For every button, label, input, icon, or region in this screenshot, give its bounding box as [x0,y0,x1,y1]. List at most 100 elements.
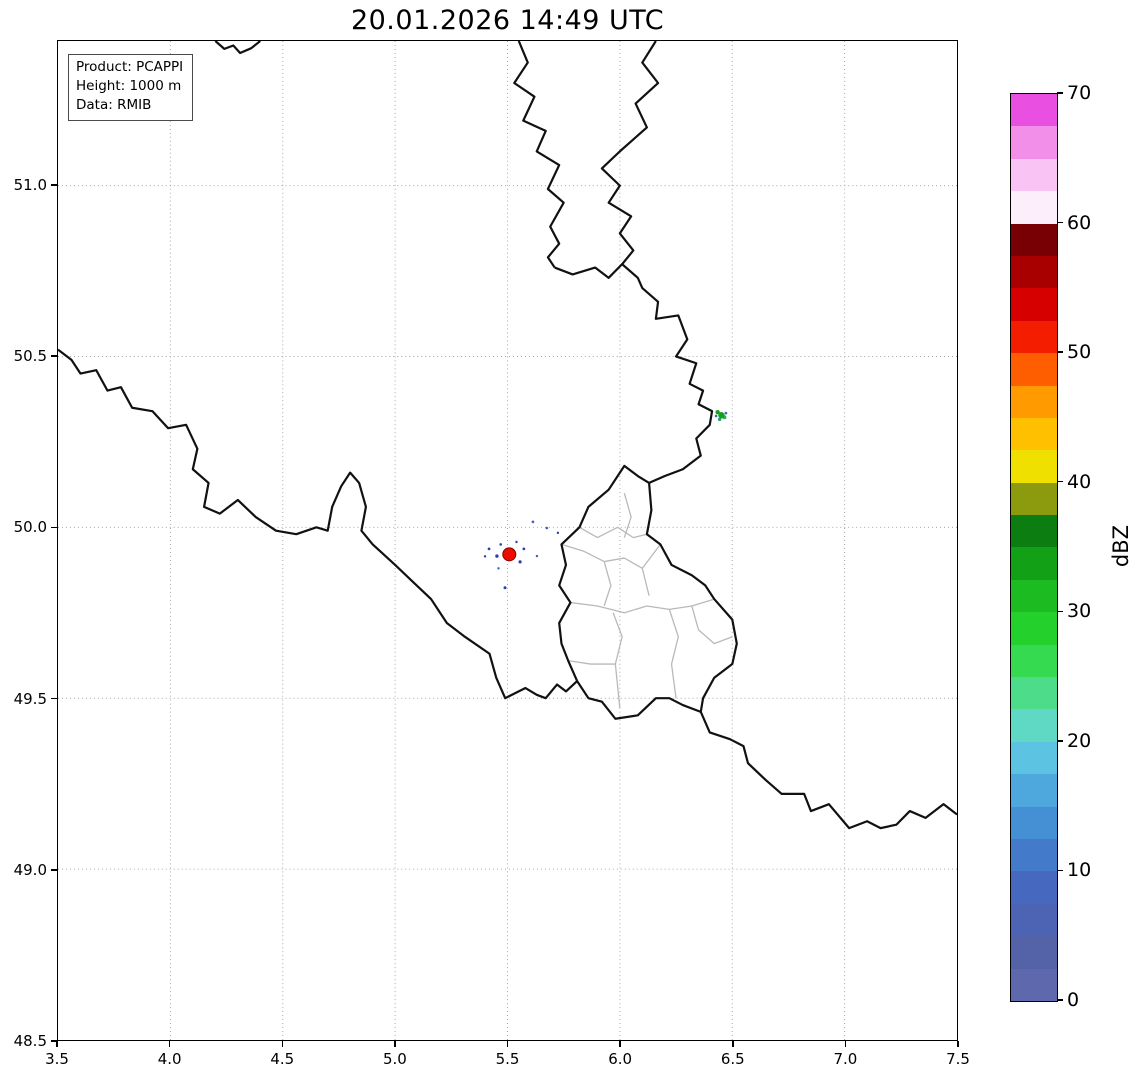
region-border [623,493,632,538]
colorbar-tick-mark [1057,351,1064,353]
region-border [561,543,661,569]
radar-echo [556,531,560,535]
x-tick-label: 5.5 [495,1050,520,1068]
radar-echo [487,547,491,551]
colorbar-segment [1011,94,1057,127]
colorbar-segment [1011,288,1057,321]
colorbar-segment [1011,903,1057,937]
region-border [568,660,616,665]
colorbar-tick-label: 30 [1067,600,1092,623]
colorbar-tick-mark [1057,740,1064,742]
colorbar-tick-label: 50 [1067,341,1092,364]
y-tick-mark [51,697,57,700]
colorbar-segment [1011,612,1057,645]
colorbar-segment [1011,547,1057,580]
radar-echo [502,547,517,562]
y-tick-mark [51,1040,57,1042]
radar-echo [714,414,718,418]
x-tick-label: 3.5 [45,1050,69,1068]
country-border [558,464,738,720]
y-tick-label: 49.0 [13,860,47,879]
colorbar-tick-mark [1057,610,1064,613]
x-tick-label: 6.5 [720,1050,745,1068]
x-tick-mark [281,1041,283,1047]
colorbar-tick-label: 20 [1067,729,1092,752]
x-tick-label: 7.0 [833,1050,858,1068]
x-tick-mark [957,1041,959,1047]
colorbar-tick-label: 60 [1067,211,1092,234]
colorbar-segment [1011,191,1057,224]
colorbar-segment [1011,482,1057,516]
y-tick-label: 50.0 [13,518,47,537]
colorbar-tick-label: 10 [1067,859,1092,882]
colorbar-segment [1011,774,1057,807]
info-height: Height: 1000 m [76,78,182,95]
radar-echo [545,526,549,530]
y-tick-mark [51,355,57,357]
map-canvas [58,41,957,1040]
radar-echo [715,409,720,415]
colorbar-segment [1011,579,1057,613]
radar-echo [495,554,499,558]
colorbar-segment [1011,320,1057,354]
region-border [612,612,623,709]
colorbar-segment [1011,709,1057,742]
country-border [554,263,714,484]
x-tick-mark [394,1041,396,1047]
colorbar-segment [1011,385,1057,418]
colorbar-segment [1011,936,1057,969]
region-border [641,568,650,596]
colorbar-tick-mark [1057,869,1064,872]
colorbar-segment [1011,515,1057,548]
colorbar-segment [1011,126,1057,159]
colorbar-tick-mark [1057,480,1064,483]
y-tick-mark [51,526,57,529]
x-tick-mark [56,1041,58,1047]
colorbar-segment [1011,417,1057,451]
colorbar-tick-label: 70 [1067,82,1092,104]
radar-echo [483,555,487,558]
colorbar-segment [1011,838,1057,872]
colorbar-segment [1011,677,1057,710]
radar-echo [515,540,518,544]
colorbar-segment [1011,353,1057,386]
info-source: Data: RMIB [76,97,152,114]
radar-echo [522,547,526,551]
colorbar-label: dBZ [1109,524,1133,568]
country-border [513,41,565,269]
plot-title: 20.01.2026 14:49 UTC [350,5,665,36]
y-tick-label: 51.0 [13,175,47,194]
region-border [691,605,733,645]
radar-echo [535,554,539,558]
x-tick-label: 6.0 [608,1050,633,1068]
y-tick-mark [51,869,57,871]
radar-echo [718,412,725,419]
country-border [214,41,261,55]
radar-echo [724,411,728,415]
info-product: Product: PCAPPI [76,59,184,75]
colorbar-tick-mark [1057,221,1064,224]
y-tick-mark [51,184,57,186]
colorbar-segment [1011,158,1057,192]
region-border [603,561,612,607]
colorbar [1010,93,1058,1002]
colorbar-tick-label: 0 [1067,989,1080,1011]
colorbar-segment [1011,450,1057,483]
x-tick-label: 4.0 [157,1050,182,1068]
radar-echo [518,560,522,564]
x-tick-label: 4.5 [270,1050,295,1068]
country-border [58,348,578,700]
info-box: Product: PCAPPI Height: 1000 m Data: RMI… [68,54,194,122]
colorbar-segment [1011,871,1057,904]
colorbar-segment [1011,741,1057,775]
colorbar-segment [1011,223,1057,256]
plot-area: Product: PCAPPI Height: 1000 m Data: RMI… [57,40,958,1041]
colorbar-segment [1011,806,1057,839]
colorbar-tick-label: 40 [1067,470,1092,493]
y-tick-label: 49.5 [13,689,47,708]
x-tick-label: 5.0 [382,1050,407,1068]
y-tick-label: 48.5 [13,1032,47,1050]
colorbar-tick-mark [1057,999,1064,1001]
region-border [579,526,648,539]
country-border [600,41,660,265]
